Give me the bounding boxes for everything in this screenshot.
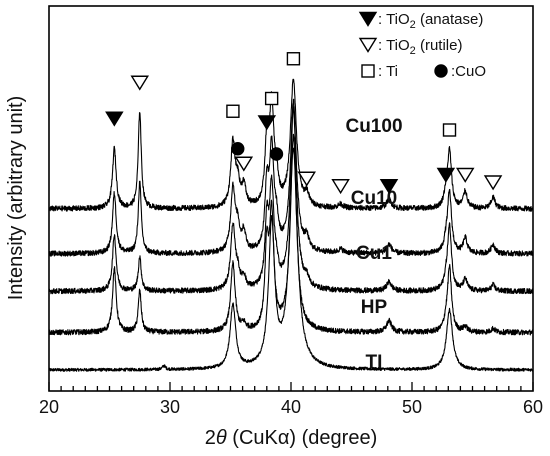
filled-circle-marker — [434, 64, 448, 78]
label-cu100: Cu100 — [345, 116, 402, 137]
x-tick-label: 60 — [523, 397, 543, 417]
sample-labels: TI HP Cu1 Cu10 Cu100 — [345, 116, 402, 373]
diffraction-patterns — [48, 78, 534, 372]
x-tick-label: 20 — [39, 397, 59, 417]
open-square-marker — [286, 52, 301, 66]
open-square-marker — [361, 64, 375, 78]
open-square-marker — [226, 104, 240, 118]
open-down-triangle-marker — [130, 75, 150, 91]
y-axis-title: Intensity (arbitrary unit) — [5, 96, 27, 301]
label-hp: HP — [361, 297, 388, 318]
phase-legend: : TiO2 (anatase) : TiO2 (rutile) : Ti :CuO — [358, 11, 486, 80]
x-axis-title: 2θ (CuKα) (degree) — [205, 427, 377, 449]
filled-down-triangle-marker — [105, 111, 124, 127]
legend-rutile: : TiO2 (rutile) — [378, 37, 462, 57]
x-tick-label: 50 — [402, 397, 422, 417]
filled-down-triangle-marker — [436, 167, 456, 183]
legend-anatase: : TiO2 (anatase) — [378, 11, 483, 31]
filled-circle-marker — [269, 147, 284, 161]
label-ti: TI — [366, 352, 383, 373]
x-tick-label: 30 — [160, 397, 180, 417]
x-axis-tick-labels: 20 30 40 50 60 — [39, 397, 543, 417]
open-down-triangle-marker — [483, 175, 503, 191]
open-down-triangle-marker — [331, 179, 350, 195]
pattern-hp — [48, 133, 534, 336]
label-cu1: Cu1 — [356, 243, 392, 264]
legend-cuo: :CuO — [451, 63, 486, 80]
x-axis-ticks — [48, 382, 534, 391]
pattern-cu1 — [48, 106, 534, 295]
open-down-triangle-marker — [297, 171, 316, 187]
filled-down-triangle-marker — [358, 11, 378, 27]
phase-markers — [105, 52, 503, 195]
open-square-marker — [442, 123, 457, 137]
open-down-triangle-marker — [234, 156, 254, 172]
open-down-triangle-marker — [455, 167, 475, 183]
x-tick-label: 40 — [281, 397, 301, 417]
filled-down-triangle-marker — [379, 179, 399, 195]
filled-circle-marker — [231, 142, 245, 156]
filled-down-triangle-marker — [257, 115, 277, 131]
pattern-cu100 — [48, 78, 534, 212]
open-down-triangle-marker — [358, 37, 378, 53]
pattern-cu10 — [48, 98, 534, 257]
open-square-marker — [264, 91, 279, 106]
legend-ti: : Ti — [378, 63, 398, 80]
label-cu10: Cu10 — [351, 188, 397, 209]
